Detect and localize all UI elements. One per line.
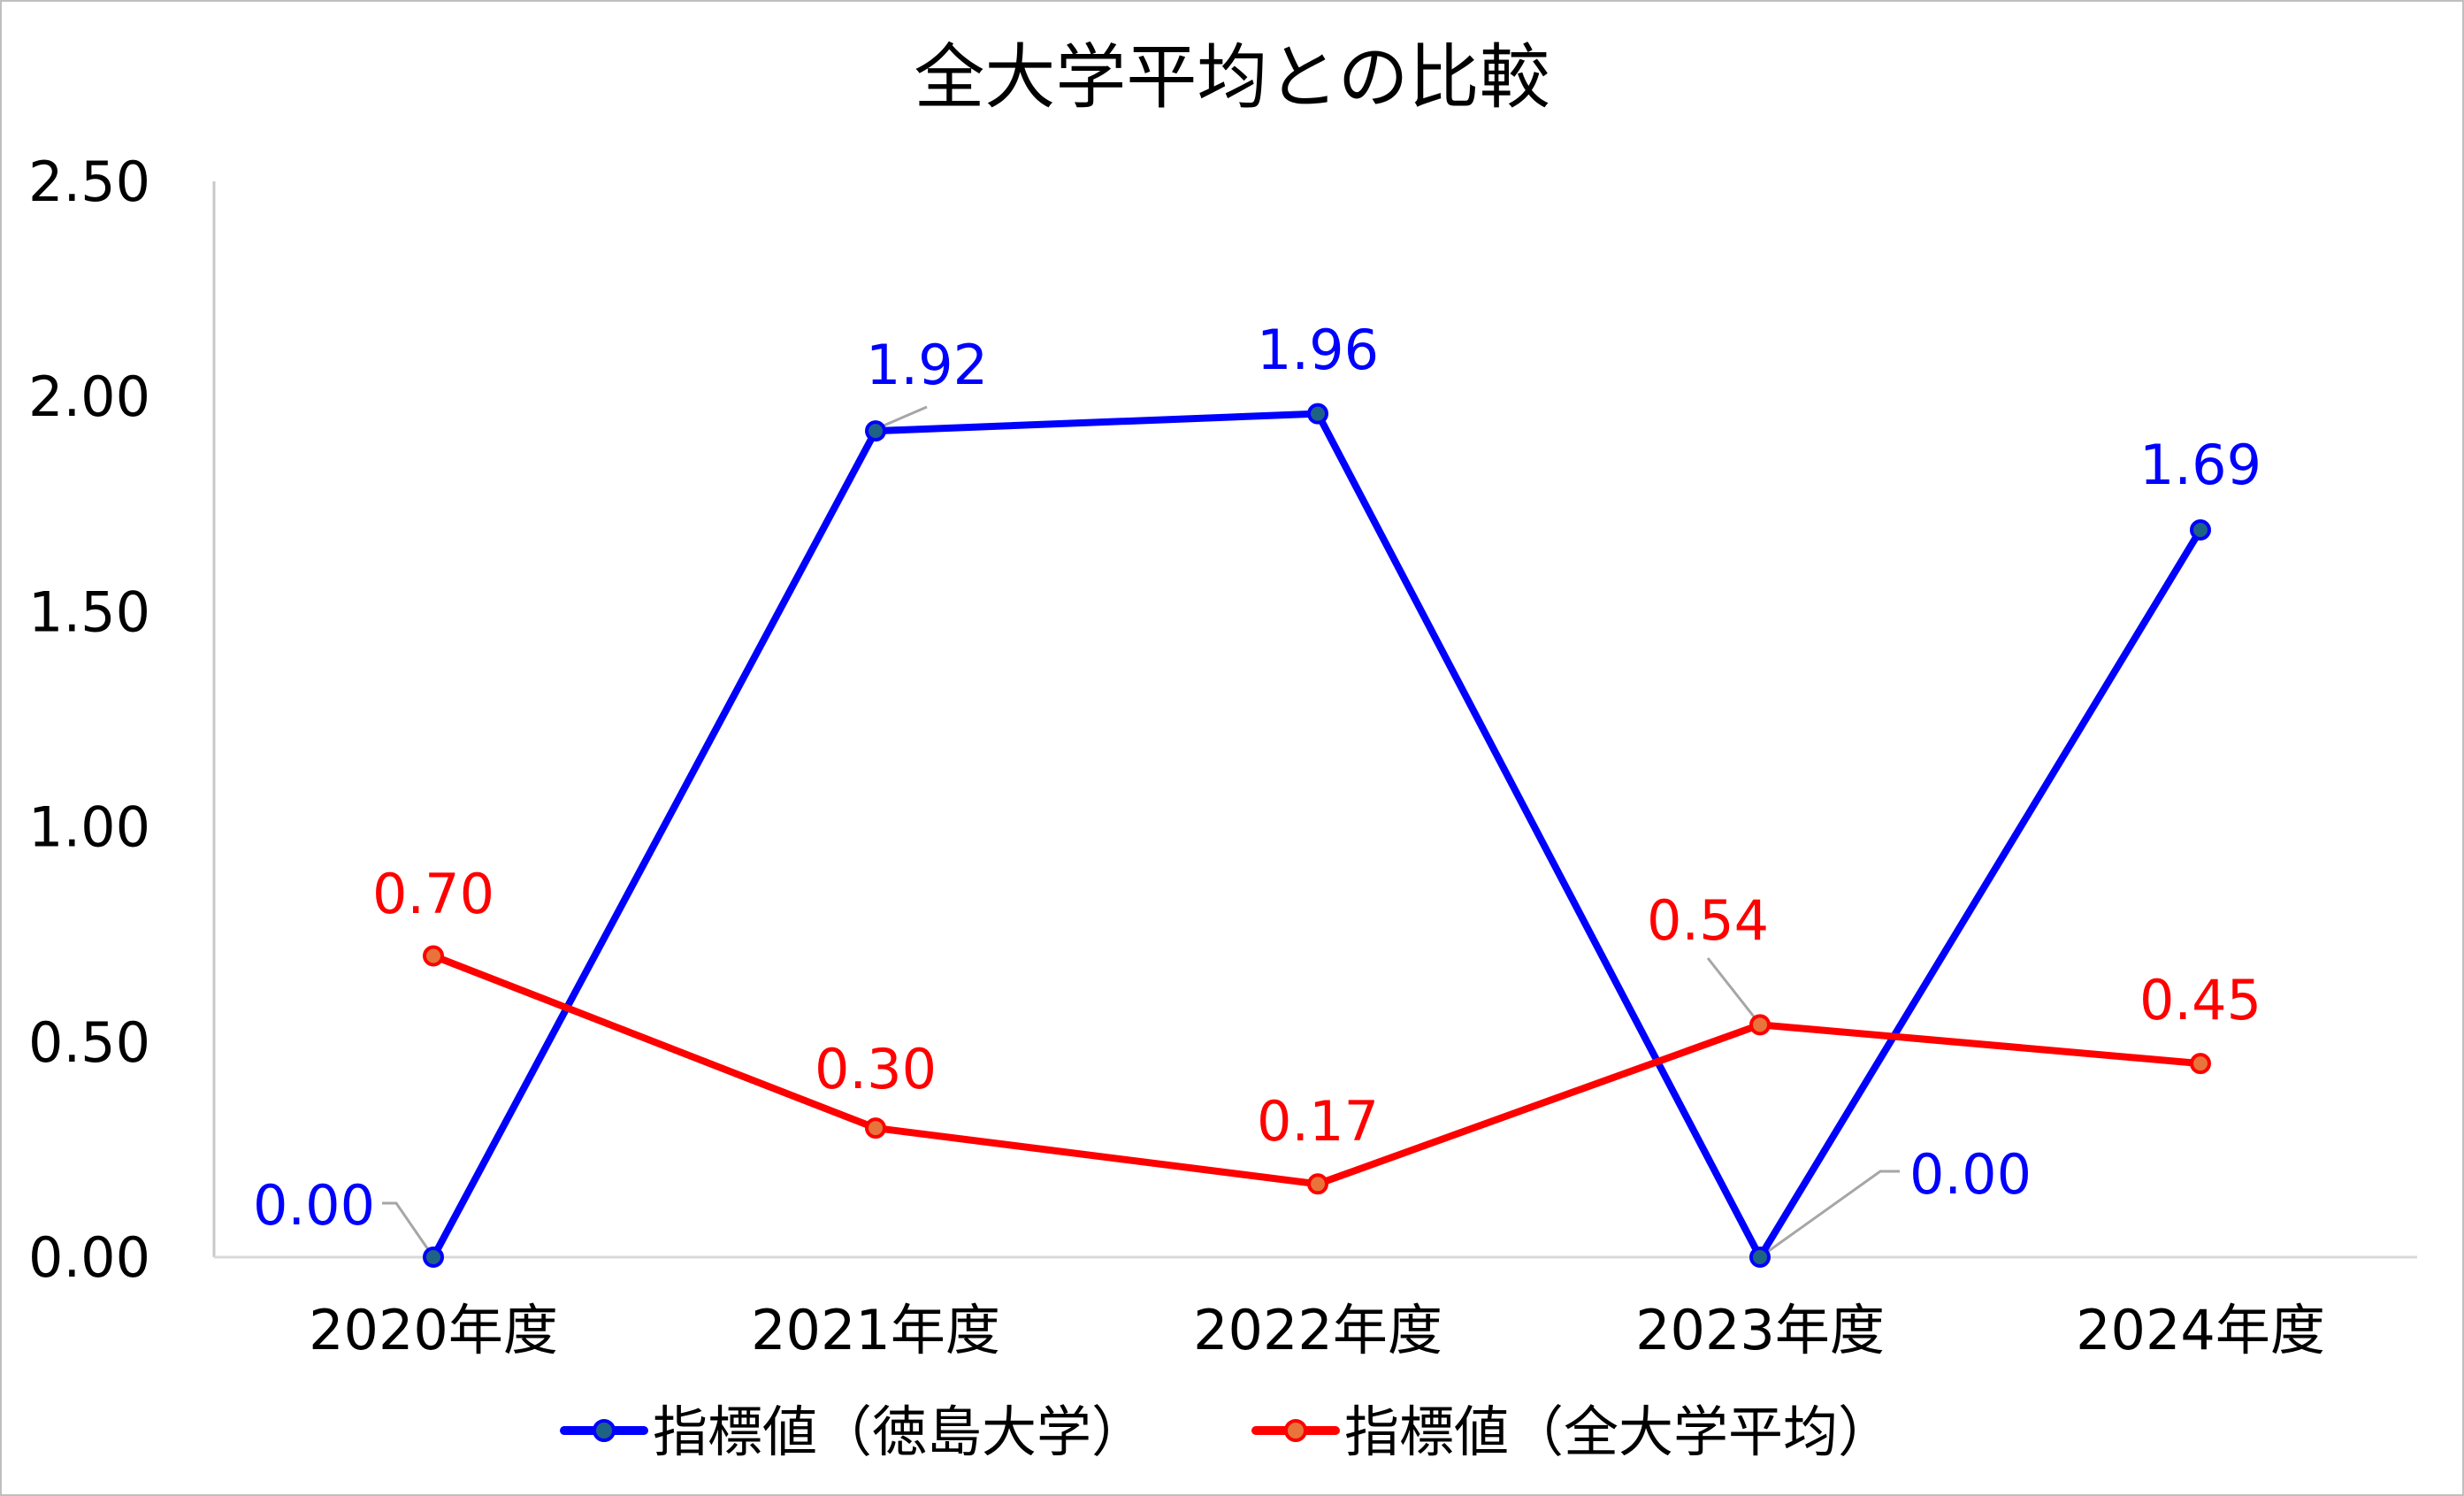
- chart-title: 全大学平均との比較: [914, 36, 1550, 119]
- x-tick-label: 2021年度: [751, 1298, 1000, 1362]
- data-point-marker[interactable]: [865, 420, 886, 442]
- x-tick-label: 2020年度: [309, 1298, 558, 1362]
- y-tick-label: 0.00: [28, 1225, 150, 1290]
- legend-label: 指標値（徳島大学）: [653, 1400, 1146, 1464]
- y-tick-label: 1.00: [28, 795, 150, 860]
- leader-line: [382, 1201, 435, 1258]
- data-point-marker[interactable]: [423, 945, 444, 967]
- data-label: 1.69: [2139, 433, 2261, 497]
- leader-line: [1759, 1170, 1900, 1259]
- y-tick-label: 0.50: [28, 1010, 150, 1075]
- data-point-marker[interactable]: [1749, 1247, 1771, 1268]
- leader-line: [1706, 957, 1762, 1025]
- data-label: 1.96: [1257, 318, 1379, 382]
- data-point-marker[interactable]: [1749, 1014, 1771, 1036]
- y-tick-label: 1.50: [28, 579, 150, 644]
- x-tick-label: 2024年度: [2076, 1298, 2325, 1362]
- data-label: 0.30: [815, 1037, 937, 1101]
- data-point-marker[interactable]: [1307, 1173, 1328, 1195]
- data-point-marker[interactable]: [2190, 1053, 2211, 1075]
- data-label: 0.17: [1257, 1089, 1379, 1154]
- data-point-marker[interactable]: [1307, 403, 1328, 425]
- legend-label: 指標値（全大学平均）: [1344, 1400, 1893, 1464]
- data-point-marker[interactable]: [423, 1247, 444, 1268]
- legend-marker-icon: [593, 1419, 616, 1442]
- y-tick-label: 2.50: [28, 150, 150, 214]
- data-label: 0.00: [1909, 1142, 2032, 1207]
- y-axis-tick-labels: 0.00 0.50 1.00 1.50 2.00 2.50: [28, 150, 150, 1290]
- legend-item-all-university-average[interactable]: 指標値（全大学平均）: [1251, 1400, 1893, 1464]
- data-label: 0.70: [372, 862, 494, 926]
- data-label: 0.45: [2139, 968, 2261, 1032]
- data-label: 0.00: [253, 1173, 375, 1238]
- y-tick-label: 2.00: [28, 364, 150, 429]
- data-label: 1.92: [866, 333, 988, 397]
- series-tokushima: [423, 403, 2211, 1268]
- legend-marker-icon: [1284, 1419, 1307, 1442]
- data-label-leader-lines: [382, 405, 1900, 1259]
- data-point-marker[interactable]: [2190, 518, 2211, 541]
- legend: 指標値（徳島大学） 指標値（全大学平均）: [560, 1400, 1893, 1464]
- legend-item-tokushima[interactable]: 指標値（徳島大学）: [560, 1400, 1146, 1464]
- data-label: 0.54: [1647, 888, 1769, 953]
- x-tick-label: 2023年度: [1635, 1298, 1885, 1362]
- data-point-marker[interactable]: [865, 1117, 886, 1139]
- series-all-university-average: [423, 945, 2211, 1195]
- x-axis-tick-labels: 2020年度 2021年度 2022年度 2023年度 2024年度: [309, 1298, 2325, 1362]
- x-tick-label: 2022年度: [1193, 1298, 1442, 1362]
- data-labels: 0.00 1.92 1.96 0.00 1.69 0.70 0.30 0.17 0.54 0.45: [253, 318, 2261, 1238]
